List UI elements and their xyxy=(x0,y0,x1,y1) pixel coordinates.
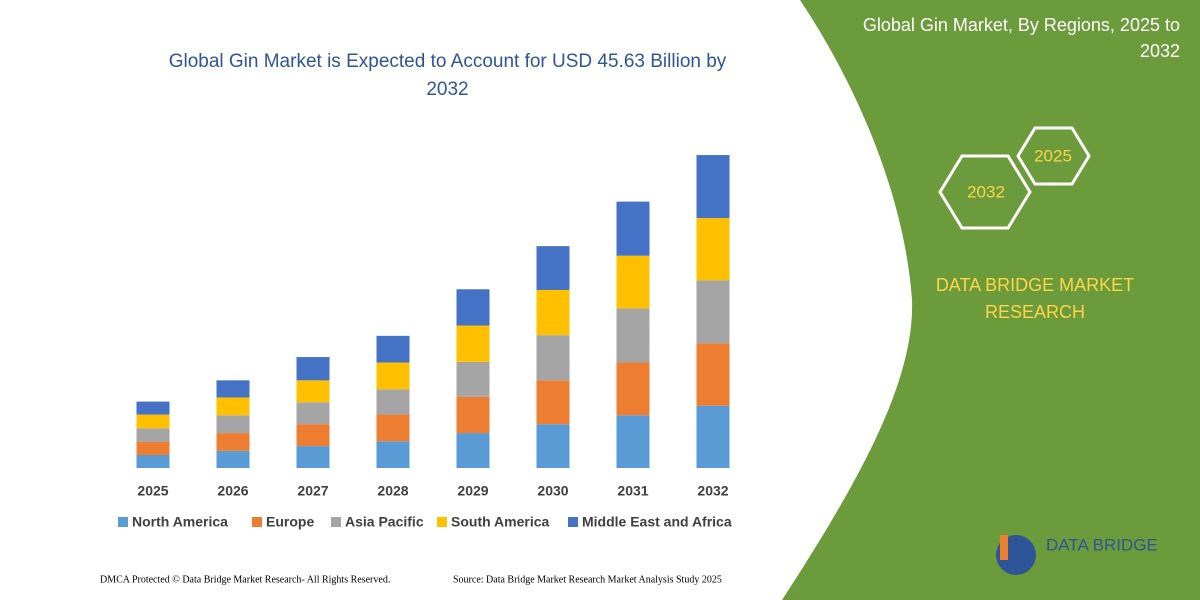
bar-segment xyxy=(696,155,730,219)
bar-segment xyxy=(456,325,490,362)
bar-segment xyxy=(136,441,170,455)
panel-title: Global Gin Market, By Regions, 2025 to 2… xyxy=(862,15,1180,61)
bar-segment xyxy=(136,401,170,415)
x-tick-label: 2031 xyxy=(617,483,648,499)
bar-segment xyxy=(696,218,730,281)
bar-segment xyxy=(296,446,330,468)
x-tick-label: 2028 xyxy=(377,483,408,499)
bar-segment xyxy=(696,280,730,344)
bar-segment xyxy=(696,405,730,468)
bar-segment xyxy=(296,380,330,403)
bar-segment xyxy=(296,402,330,425)
bar-segment xyxy=(616,362,650,416)
bar-segment xyxy=(456,361,490,397)
x-tick-label: 2027 xyxy=(297,483,328,499)
hex-label: 2032 xyxy=(967,182,1005,201)
bar-segment xyxy=(536,335,570,381)
x-tick-label: 2025 xyxy=(137,483,168,499)
bar-segment xyxy=(536,380,570,425)
brand: DATA BRIDGE MARKET RESEARCH xyxy=(935,275,1135,322)
bar-segment xyxy=(376,414,410,442)
bar-segment xyxy=(136,414,170,429)
hexagon xyxy=(1016,126,1091,186)
hexagon xyxy=(938,154,1032,230)
logo-text: DATA BRIDGE xyxy=(1046,535,1158,554)
bar-segment xyxy=(136,454,170,468)
chart-title: Global Gin Market is Expected to Account… xyxy=(168,51,727,100)
footer-left: DMCA Protected © Data Bridge Market Rese… xyxy=(100,574,390,585)
bar-segment xyxy=(216,450,250,468)
bar-segment xyxy=(696,343,730,406)
legend-label: North America xyxy=(132,514,228,530)
bar-segment xyxy=(616,308,650,363)
x-tick-label: 2029 xyxy=(457,483,488,499)
bar-segment xyxy=(616,201,650,256)
bar-segment xyxy=(376,441,410,468)
bar-segment xyxy=(456,433,490,468)
bar-segment xyxy=(296,357,330,381)
bar-segment xyxy=(216,397,250,416)
bar-segment xyxy=(456,396,490,434)
legend-swatch xyxy=(568,517,578,527)
bar-segment xyxy=(216,415,250,434)
legend-label: Middle East and Africa xyxy=(582,514,732,530)
x-tick-label: 2026 xyxy=(217,483,248,499)
bar-segment xyxy=(536,424,570,468)
legend-label: Europe xyxy=(266,514,314,530)
green-panel xyxy=(782,0,1200,600)
bar-segment xyxy=(296,424,330,447)
bar-segment xyxy=(456,289,490,326)
bar-segment xyxy=(616,415,650,468)
bar-segment xyxy=(376,362,410,390)
legend-label: South America xyxy=(451,514,549,530)
bar-segment xyxy=(376,389,410,415)
legend-swatch xyxy=(331,517,341,527)
bar-segment xyxy=(136,428,170,442)
legend-swatch xyxy=(252,517,262,527)
legend-swatch xyxy=(437,517,447,527)
bar-segment xyxy=(216,433,250,451)
bar-segment xyxy=(536,246,570,290)
hex-label: 2025 xyxy=(1034,146,1072,165)
bar-segment xyxy=(536,289,570,336)
legend-swatch xyxy=(118,517,128,527)
footer-right: Source: Data Bridge Market Research Mark… xyxy=(453,574,722,585)
bar-segment xyxy=(616,255,650,309)
x-tick-label: 2032 xyxy=(697,483,728,499)
bar-segment xyxy=(376,335,410,363)
bar-segment xyxy=(216,380,250,398)
x-tick-label: 2030 xyxy=(537,483,568,499)
logo-mark xyxy=(1000,535,1008,560)
legend-label: Asia Pacific xyxy=(345,514,424,530)
